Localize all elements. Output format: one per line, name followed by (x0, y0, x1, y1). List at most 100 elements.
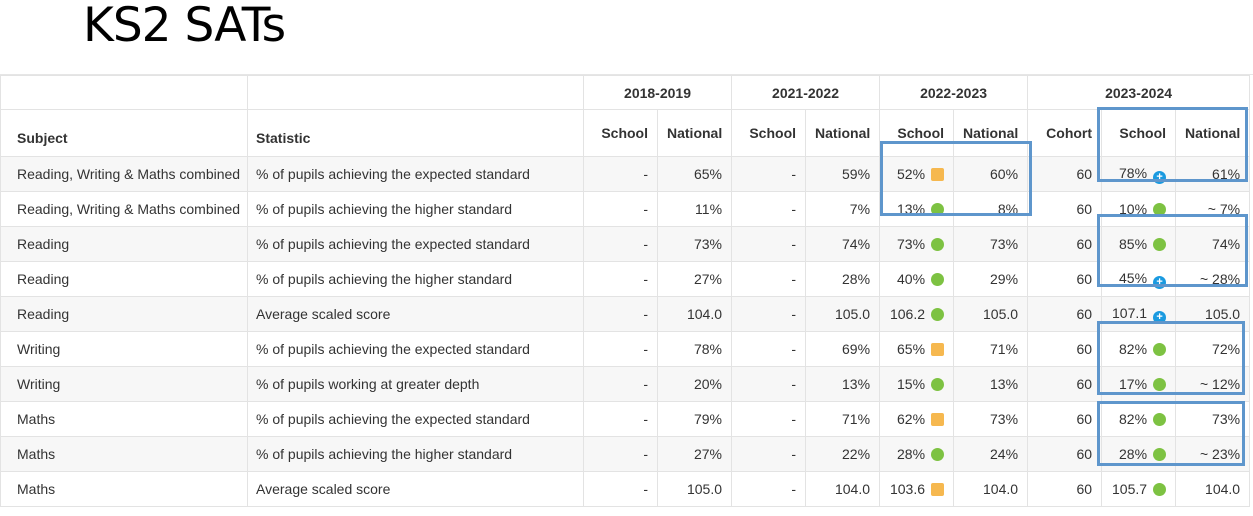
school-2022-2023-cell: 103.6 (879, 471, 955, 507)
school-2021-2022-cell-value: - (791, 446, 797, 462)
school-2023-2024-cell: 10% (1101, 191, 1177, 227)
school-2021-2022-cell-value: - (791, 271, 797, 287)
statistic-cell: % of pupils achieving the expected stand… (247, 226, 584, 262)
col-header-cohort-2023-2024[interactable]: Cohort (1027, 109, 1103, 157)
school-2023-2024-cell-value: 10% (1119, 201, 1148, 217)
national-2018-2019-cell-value: 27% (693, 446, 723, 462)
national-2021-2022-cell-value: 104.0 (834, 481, 871, 497)
amber-square-icon (931, 168, 945, 181)
school-2022-2023-cell-value: 15% (897, 376, 926, 392)
school-2022-2023-cell-value: 52% (897, 166, 926, 182)
cohort-2023-2024-cell: 60 (1027, 366, 1103, 402)
national-2023-2024-cell: ~ 28% (1175, 261, 1251, 297)
school-2022-2023-cell-value: 65% (897, 341, 926, 357)
national-2022-2023-cell: 105.0 (953, 296, 1029, 332)
col-header-school-2022-2023[interactable]: School (879, 109, 955, 157)
col-header-school-2021-2022[interactable]: School (731, 109, 807, 157)
year-header-blank (247, 75, 584, 110)
school-2021-2022-cell-value: - (791, 306, 797, 322)
col-header-subject[interactable]: Subject (0, 109, 248, 157)
col-header-school-2018-2019[interactable]: School (583, 109, 658, 157)
year-header-2021-2022: 2021-2022 (731, 75, 881, 110)
national-2022-2023-cell: 60% (953, 156, 1029, 192)
school-2022-2023-cell: 13% (879, 191, 955, 227)
table-row: Maths Average scaled score - 105.0 - 104.0 103… (0, 471, 1251, 507)
school-2022-2023-cell: 15% (879, 366, 955, 402)
col-header-national-2022-2023[interactable]: National (953, 109, 1029, 157)
national-2023-2024-cell-value: ~ 28% (1199, 271, 1241, 287)
national-2021-2022-cell: 69% (805, 331, 881, 367)
col-header-school-2023-2024[interactable]: School (1101, 109, 1177, 157)
year-header-2022-2023: 2022-2023 (879, 75, 1029, 110)
national-2023-2024-cell-value: ~ 23% (1199, 446, 1241, 462)
school-2021-2022-cell-value: - (791, 201, 797, 217)
subject-cell: Writing (0, 331, 248, 367)
plus-circle-icon: + (1153, 310, 1167, 324)
results-table-container[interactable]: 2018-2019 2021-2022 2022-2023 2023-2024 … (0, 74, 1253, 516)
year-header-row: 2018-2019 2021-2022 2022-2023 2023-2024 (0, 75, 1251, 110)
national-2023-2024-cell-value: 61% (1212, 166, 1241, 182)
national-2023-2024-cell: 73% (1175, 401, 1251, 437)
cohort-2023-2024-cell: 60 (1027, 471, 1103, 507)
school-2021-2022-cell: - (731, 471, 807, 507)
school-2023-2024-cell: 78% + (1101, 156, 1177, 192)
cohort-2023-2024-cell: 60 (1027, 331, 1103, 367)
statistic-cell: % of pupils working at greater depth (247, 366, 584, 402)
school-2022-2023-cell: 62% (879, 401, 955, 437)
national-2022-2023-cell: 73% (953, 401, 1029, 437)
national-2018-2019-cell: 73% (656, 226, 733, 262)
school-2021-2022-cell: - (731, 401, 807, 437)
school-2018-2019-cell: - (583, 226, 658, 262)
national-2022-2023-cell-value: 24% (990, 446, 1019, 462)
col-header-statistic[interactable]: Statistic (247, 109, 584, 157)
national-2021-2022-cell: 105.0 (805, 296, 881, 332)
national-2022-2023-cell: 29% (953, 261, 1029, 297)
school-2022-2023-cell: 106.2 (879, 296, 955, 332)
amber-square-icon (931, 413, 945, 426)
school-2023-2024-cell: 107.1 + (1101, 296, 1177, 332)
amber-square-icon (931, 483, 945, 496)
national-2022-2023-cell: 71% (953, 331, 1029, 367)
national-2018-2019-cell: 105.0 (656, 471, 733, 507)
school-2018-2019-cell: - (583, 191, 658, 227)
national-2023-2024-cell-value: 73% (1212, 411, 1241, 427)
green-circle-icon (1153, 483, 1167, 496)
national-2022-2023-cell-value: 105.0 (983, 306, 1019, 322)
national-2023-2024-cell-value: 74% (1212, 236, 1241, 252)
col-header-national-2023-2024[interactable]: National (1175, 109, 1251, 157)
col-header-national-2018-2019[interactable]: National (656, 109, 733, 157)
school-2022-2023-cell: 52% (879, 156, 955, 192)
national-2018-2019-cell: 11% (656, 191, 733, 227)
school-2018-2019-cell: - (583, 401, 658, 437)
col-header-national-2021-2022[interactable]: National (805, 109, 881, 157)
school-2023-2024-cell-value: 28% (1119, 446, 1148, 462)
cohort-2023-2024-cell-value: 60 (1076, 341, 1093, 357)
school-2021-2022-cell-value: - (791, 481, 797, 497)
national-2018-2019-cell-value: 20% (693, 376, 723, 392)
subject-cell: Writing (0, 366, 248, 402)
school-2021-2022-cell-value: - (791, 166, 797, 182)
school-2023-2024-cell-value: 78% (1119, 164, 1148, 181)
national-2021-2022-cell: 104.0 (805, 471, 881, 507)
national-2018-2019-cell-value: 27% (693, 271, 723, 287)
national-2023-2024-cell: 105.0 (1175, 296, 1251, 332)
subject-cell: Reading (0, 261, 248, 297)
year-header-2023-2024: 2023-2024 (1027, 75, 1251, 110)
green-circle-icon (1153, 413, 1167, 426)
school-2023-2024-cell: 82% (1101, 401, 1177, 437)
national-2022-2023-cell-value: 13% (990, 376, 1019, 392)
cohort-2023-2024-cell: 60 (1027, 191, 1103, 227)
national-2022-2023-cell-value: 8% (997, 201, 1019, 217)
school-2023-2024-cell: 105.7 (1101, 471, 1177, 507)
school-2023-2024-cell-value: 107.1 (1112, 304, 1148, 321)
cohort-2023-2024-cell-value: 60 (1076, 271, 1093, 287)
national-2018-2019-cell: 104.0 (656, 296, 733, 332)
national-2018-2019-cell: 79% (656, 401, 733, 437)
statistic-cell: % of pupils achieving the expected stand… (247, 401, 584, 437)
national-2022-2023-cell: 13% (953, 366, 1029, 402)
school-2018-2019-cell: - (583, 331, 658, 367)
cohort-2023-2024-cell-value: 60 (1076, 201, 1093, 217)
subject-cell: Reading, Writing & Maths combined (0, 156, 248, 192)
school-2022-2023-cell: 73% (879, 226, 955, 262)
school-2018-2019-cell-value: - (643, 376, 648, 392)
